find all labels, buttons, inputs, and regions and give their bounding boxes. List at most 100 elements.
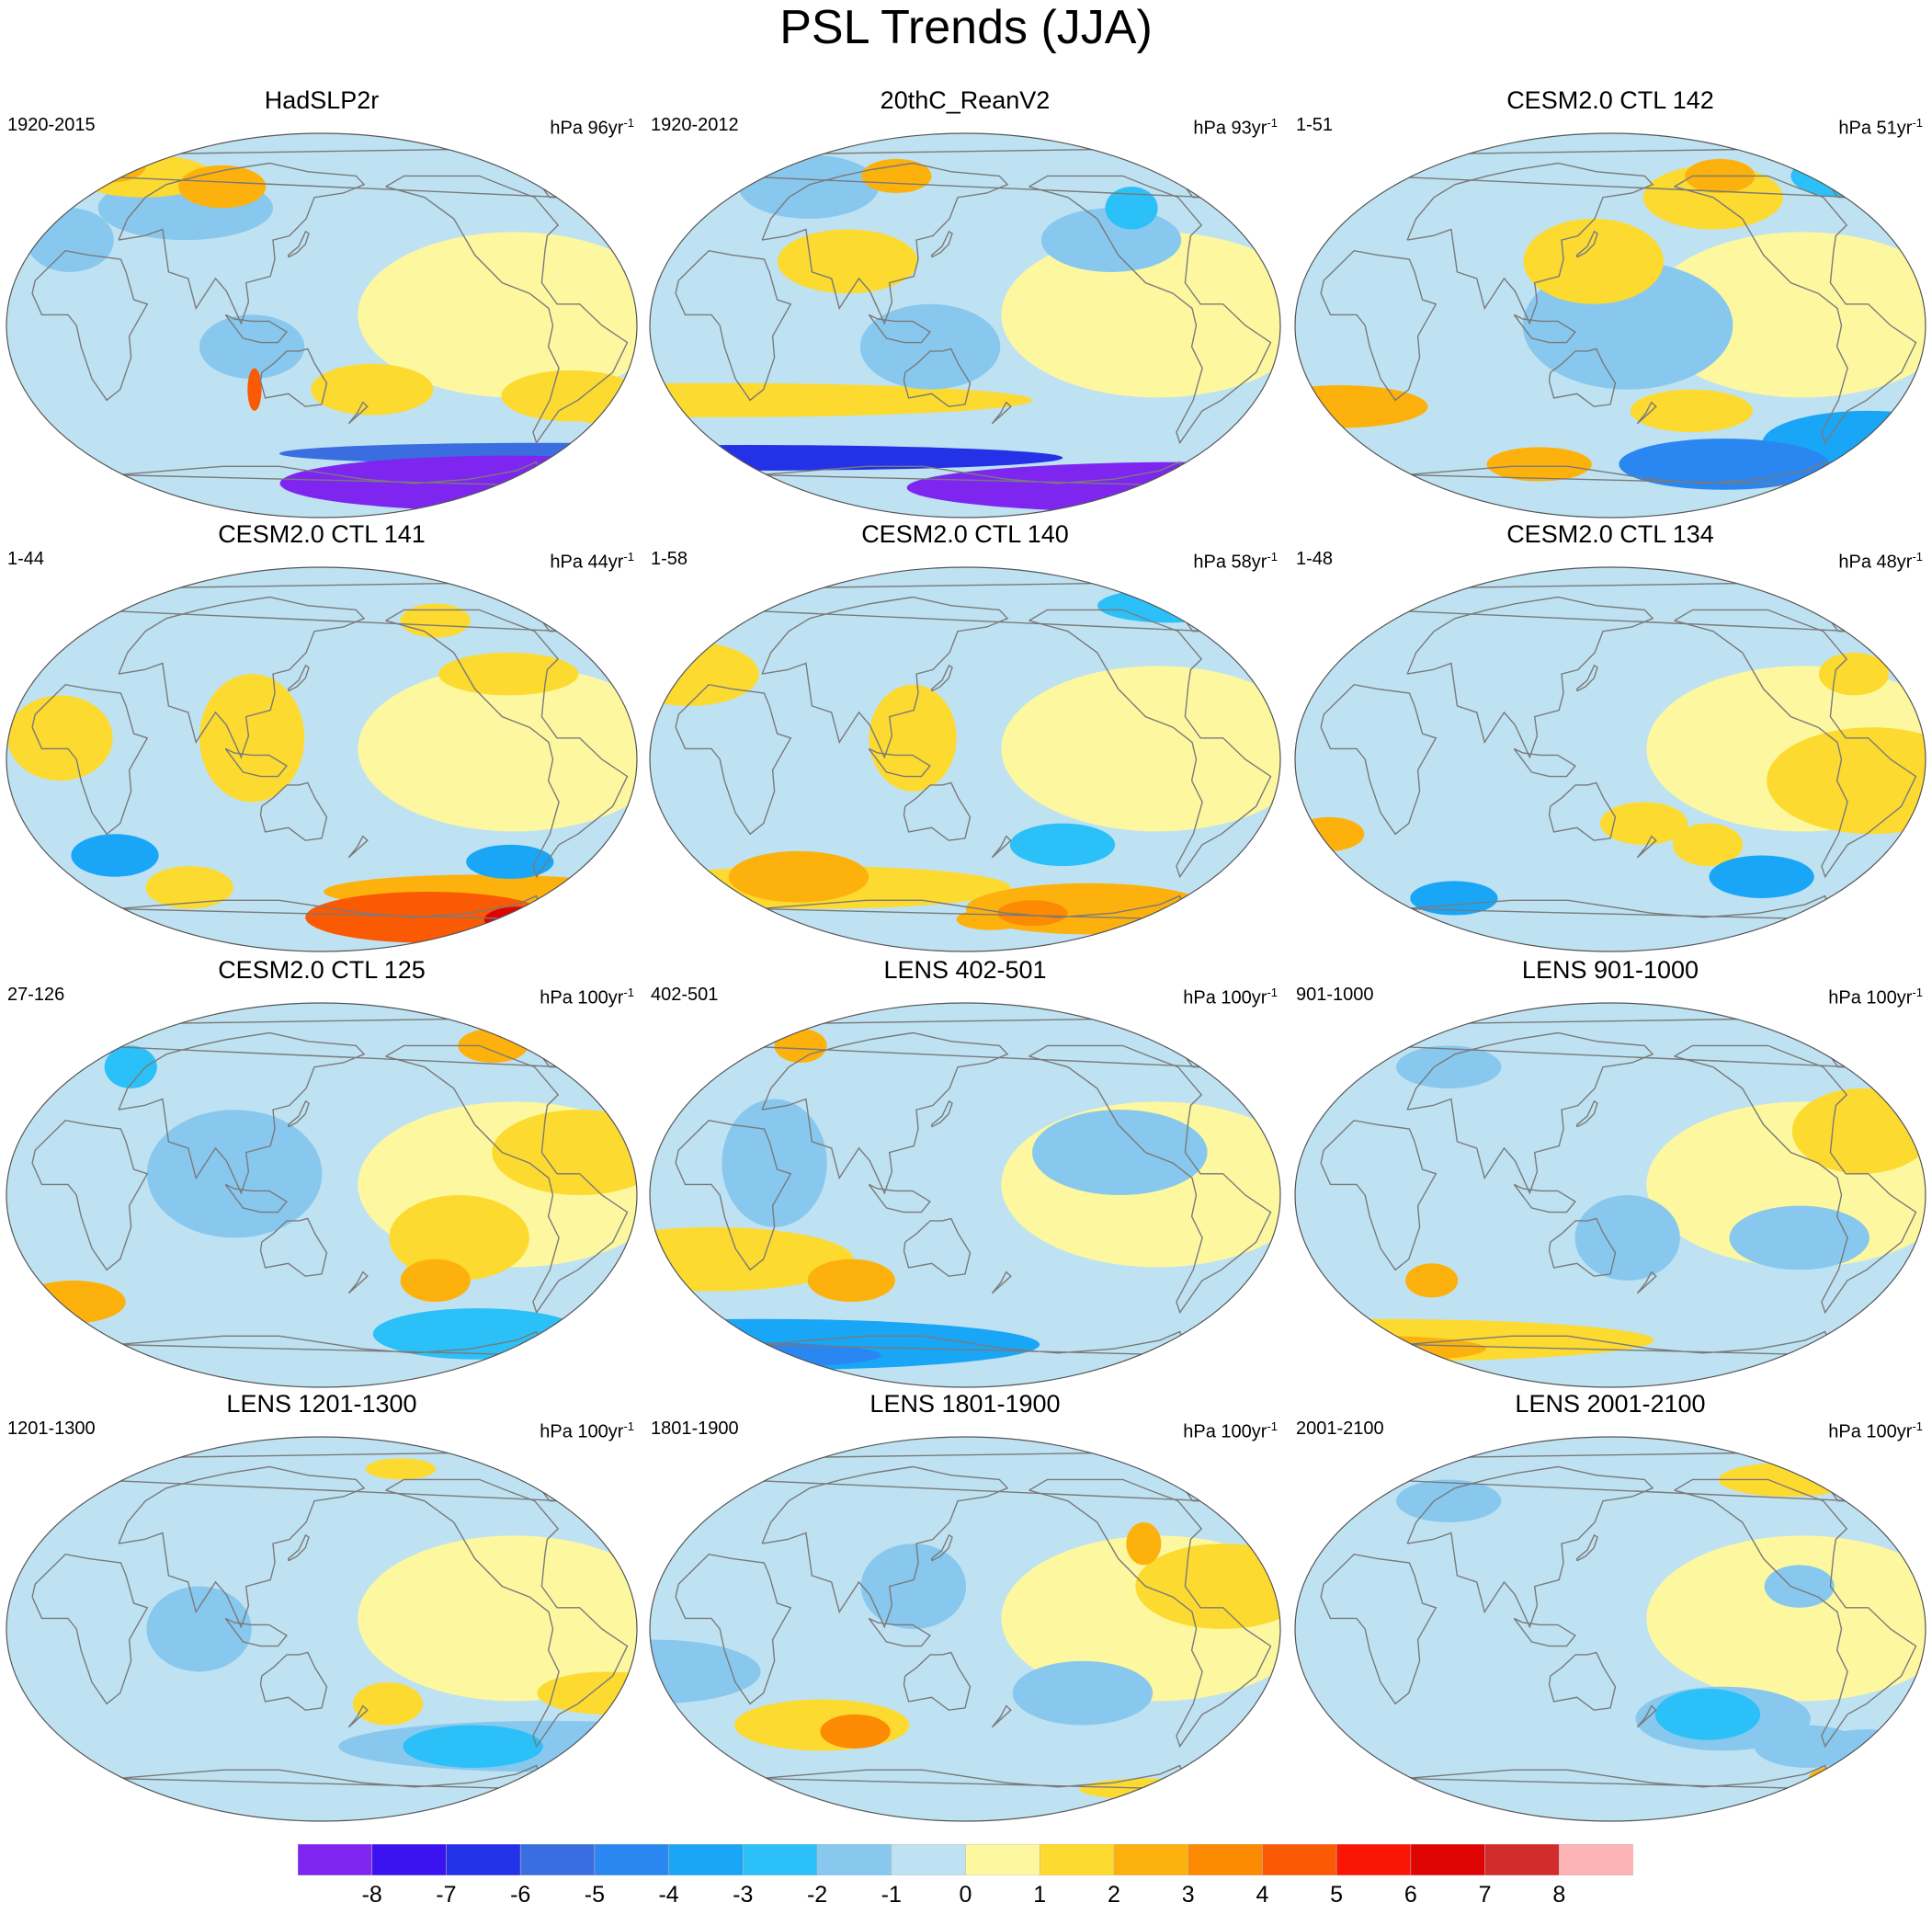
coastline (931, 664, 953, 692)
units-exponent: -1 (1912, 985, 1923, 999)
coastline (385, 1478, 629, 1749)
coastline (991, 835, 1012, 859)
panel-title: CESM2.0 CTL 140 (861, 520, 1069, 548)
coastline (118, 1465, 366, 1629)
coastline (1674, 175, 1917, 445)
coastline (1636, 401, 1657, 425)
units-unit: yr (1251, 118, 1267, 139)
coastline (761, 596, 1009, 759)
coastline (224, 1617, 288, 1647)
colorbar-tick-label: -5 (584, 1882, 605, 1908)
map-panel: CESM2.0 CTL 142 1-51 hPa 51yr-1 (1289, 85, 1932, 518)
coastline (1029, 609, 1272, 879)
field-region (777, 229, 918, 294)
units-exponent: -1 (1912, 550, 1923, 564)
panel-title: LENS 1201-1300 (226, 1390, 417, 1418)
units-prefix: hPa (540, 1421, 578, 1442)
units-prefix: hPa (1193, 118, 1232, 139)
colorbar-tick-label: 3 (1181, 1882, 1195, 1908)
coastline (31, 1119, 149, 1271)
coastline (1674, 1044, 1917, 1315)
coastline (385, 175, 629, 445)
field-region (358, 666, 637, 832)
units-prefix: hPa (1193, 552, 1232, 573)
coastline (116, 894, 547, 920)
map-outline (649, 566, 1281, 952)
field-region (859, 303, 1001, 390)
coastline (259, 1217, 328, 1277)
units-number: 100 (577, 987, 608, 1008)
trend-map (6, 566, 638, 952)
panel-title: HadSLP2r (264, 86, 380, 114)
coastline (1576, 664, 1598, 692)
panel-title: CESM2.0 CTL 141 (218, 520, 426, 548)
map-panel: CESM2.0 CTL 125 27-126 hPa 100yr-1 (0, 954, 643, 1388)
colorbar-swatch (891, 1844, 967, 1875)
field-region (1574, 1195, 1680, 1281)
field-region (145, 866, 233, 909)
coastline (1636, 1270, 1657, 1294)
panel-period: 2001-2100 (1296, 1418, 1384, 1439)
units-number: 93 (1231, 118, 1252, 139)
units-prefix: hPa (1828, 1421, 1867, 1442)
field-region (501, 370, 637, 422)
units-number: 100 (1866, 1421, 1897, 1442)
units-exponent: -1 (1267, 1419, 1278, 1433)
coastline (903, 1651, 972, 1711)
trend-map (649, 1002, 1281, 1388)
colorbar-swatch (371, 1844, 448, 1875)
colorbar-swatch (519, 1844, 596, 1875)
coastline (759, 1764, 1190, 1790)
colorbar-tick-label: 5 (1330, 1882, 1344, 1908)
colorbar-tick-label: -1 (881, 1882, 902, 1908)
panel-units: hPa 44yr-1 (550, 544, 634, 575)
panel-period: 1-48 (1296, 549, 1334, 569)
units-number: 48 (1876, 552, 1897, 573)
coastline (761, 1465, 1009, 1629)
panel-period: 1920-2012 (651, 115, 739, 135)
trend-map (1294, 132, 1926, 518)
map-outline (649, 1436, 1281, 1822)
panel-title: CESM2.0 CTL 125 (218, 956, 426, 984)
panel-units: hPa 96yr-1 (550, 110, 634, 142)
field-region (352, 1682, 424, 1726)
units-prefix: hPa (540, 987, 578, 1008)
panel-title: LENS 402-501 (883, 956, 1047, 984)
map-outline (1294, 132, 1926, 518)
coastline (116, 461, 547, 486)
coastline (991, 1270, 1012, 1294)
coastline (347, 835, 369, 859)
units-prefix: hPa (1183, 1421, 1222, 1442)
units-number: 100 (577, 1421, 608, 1442)
units-unit: yr (608, 987, 624, 1008)
coastline (259, 781, 328, 841)
colorbar-tick-label: -6 (510, 1882, 531, 1908)
field-region (311, 363, 434, 416)
map-outline (6, 566, 638, 952)
coastline (868, 313, 931, 344)
coastline (224, 1183, 288, 1213)
coastline (1548, 1217, 1617, 1277)
field-region (861, 158, 932, 194)
field-region (400, 1259, 471, 1303)
colorbar-swatch (298, 1844, 373, 1875)
coastline (1636, 835, 1657, 859)
field-region (997, 900, 1068, 927)
coastline (759, 1330, 1190, 1356)
coastline (1404, 1330, 1835, 1356)
coastline (288, 1099, 310, 1128)
coastline (31, 683, 149, 836)
colorbar-tick-label: -8 (361, 1882, 382, 1908)
panel-units: hPa 100yr-1 (1183, 1414, 1278, 1445)
trend-map (1294, 1436, 1926, 1822)
coastline (1576, 230, 1598, 258)
panel-period: 1-51 (1296, 115, 1334, 135)
field-region (1486, 447, 1592, 482)
coastline (675, 683, 792, 836)
coastline (288, 1533, 310, 1562)
coastline (903, 781, 972, 841)
coastline (1320, 249, 1438, 402)
coastline (1406, 596, 1654, 759)
field-region (1599, 802, 1688, 845)
coastline (1029, 1478, 1272, 1749)
